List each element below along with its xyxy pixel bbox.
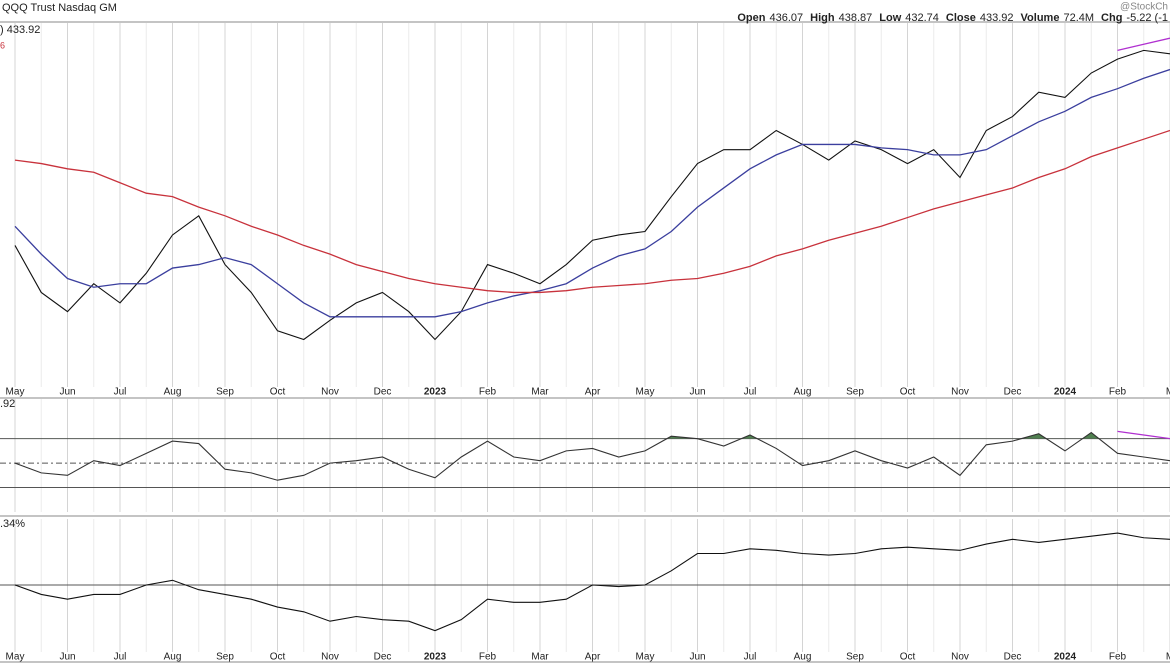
quote-label: High — [810, 12, 835, 24]
x-tick-label: Jul — [744, 652, 757, 663]
quote-value: 432.74 — [905, 12, 939, 24]
x-tick-label: Apr — [585, 652, 601, 663]
x-tick-label: 2023 — [424, 652, 447, 663]
x-tick-label: Sep — [846, 652, 864, 663]
x-tick-label: Feb — [479, 652, 497, 663]
x-tick-label: Oct — [900, 387, 916, 398]
x-tick-label: 2024 — [1054, 652, 1077, 663]
x-tick-label: M — [1166, 652, 1170, 663]
quote-value: 433.92 — [980, 12, 1014, 24]
x-tick-label: Jun — [59, 387, 75, 398]
quote-label: Open — [737, 12, 765, 24]
x-tick-label: Aug — [164, 652, 182, 663]
series-line — [14, 431, 1170, 481]
x-tick-label: Jul — [114, 387, 127, 398]
x-tick-label: Aug — [794, 652, 812, 663]
series-line — [14, 532, 1170, 632]
x-tick-label: May — [6, 652, 25, 663]
price-label: ) 433.92 — [0, 24, 40, 36]
series-line — [14, 68, 1170, 318]
x-tick-label: Dec — [1004, 387, 1022, 398]
x-tick-label: Feb — [1109, 387, 1127, 398]
x-tick-label: Oct — [270, 387, 286, 398]
quote-value: 72.4M — [1063, 12, 1094, 24]
quote-value: -5.22 (-1 — [1126, 12, 1168, 24]
x-tick-label: Nov — [951, 387, 969, 398]
x-tick-label: Dec — [374, 387, 392, 398]
x-tick-label: Apr — [585, 387, 601, 398]
x-tick-label: May — [636, 652, 655, 663]
x-tick-label: Dec — [374, 652, 392, 663]
x-tick-label: Mar — [531, 652, 549, 663]
x-tick-label: Nov — [321, 652, 339, 663]
x-tick-label: May — [6, 387, 25, 398]
x-tick-label: Aug — [794, 387, 812, 398]
ma-label: 6 — [0, 40, 5, 50]
header-title: QQQ Trust Nasdaq GM — [2, 2, 117, 14]
series-line — [1117, 430, 1170, 440]
quote: Open 436.07 High 438.87 Low 432.74 Close 433.92… — [737, 12, 1168, 24]
panel-label: .34% — [0, 518, 25, 530]
quote-label: Low — [879, 12, 901, 24]
x-tick-label: Feb — [1109, 652, 1127, 663]
x-tick-label: Oct — [270, 652, 286, 663]
quote-value: 436.07 — [769, 12, 803, 24]
x-tick-label: Sep — [846, 387, 864, 398]
x-tick-label: Oct — [900, 652, 916, 663]
x-tick-label: 2024 — [1054, 387, 1077, 398]
x-tick-label: May — [636, 387, 655, 398]
x-tick-label: Jun — [689, 387, 705, 398]
x-tick-label: Feb — [479, 387, 497, 398]
quote-label: Chg — [1101, 12, 1122, 24]
series-line — [14, 49, 1170, 341]
x-tick-label: Nov — [321, 387, 339, 398]
x-tick-label: Aug — [164, 387, 182, 398]
panel-label: .92 — [0, 398, 15, 410]
x-tick-label: Jun — [689, 652, 705, 663]
watermark: @StockCh — [1120, 2, 1168, 13]
x-tick-label: Dec — [1004, 652, 1022, 663]
x-tick-label: Jul — [114, 652, 127, 663]
x-tick-label: 2023 — [424, 387, 447, 398]
x-tick-label: Sep — [216, 652, 234, 663]
series-line — [1117, 37, 1170, 52]
quote-value: 438.87 — [839, 12, 873, 24]
x-tick-label: M — [1166, 387, 1170, 398]
x-tick-label: Jul — [744, 387, 757, 398]
x-tick-label: Sep — [216, 387, 234, 398]
x-tick-label: Mar — [531, 387, 549, 398]
quote-label: Close — [946, 12, 976, 24]
series-line — [14, 129, 1170, 294]
x-tick-label: Nov — [951, 652, 969, 663]
x-tick-label: Jun — [59, 652, 75, 663]
quote-label: Volume — [1021, 12, 1060, 24]
